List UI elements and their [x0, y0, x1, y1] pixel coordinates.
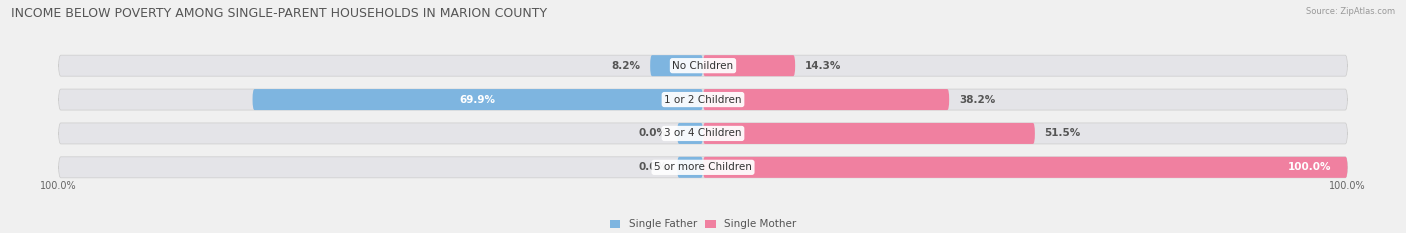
FancyBboxPatch shape: [678, 123, 703, 144]
Text: 100.0%: 100.0%: [41, 181, 77, 191]
Text: 100.0%: 100.0%: [1288, 162, 1331, 172]
Text: 5 or more Children: 5 or more Children: [654, 162, 752, 172]
FancyBboxPatch shape: [703, 55, 796, 76]
Text: 38.2%: 38.2%: [959, 95, 995, 105]
FancyBboxPatch shape: [59, 157, 1347, 178]
Text: 100.0%: 100.0%: [1329, 181, 1365, 191]
Text: Source: ZipAtlas.com: Source: ZipAtlas.com: [1306, 7, 1395, 16]
Text: 1 or 2 Children: 1 or 2 Children: [664, 95, 742, 105]
FancyBboxPatch shape: [703, 157, 1347, 178]
Text: INCOME BELOW POVERTY AMONG SINGLE-PARENT HOUSEHOLDS IN MARION COUNTY: INCOME BELOW POVERTY AMONG SINGLE-PARENT…: [11, 7, 547, 20]
Text: 51.5%: 51.5%: [1045, 128, 1081, 138]
FancyBboxPatch shape: [253, 89, 703, 110]
FancyBboxPatch shape: [59, 123, 1347, 144]
Text: 0.0%: 0.0%: [638, 128, 668, 138]
Text: 69.9%: 69.9%: [460, 95, 496, 105]
Text: 14.3%: 14.3%: [804, 61, 841, 71]
FancyBboxPatch shape: [703, 89, 949, 110]
Text: No Children: No Children: [672, 61, 734, 71]
Text: 3 or 4 Children: 3 or 4 Children: [664, 128, 742, 138]
FancyBboxPatch shape: [650, 55, 703, 76]
FancyBboxPatch shape: [59, 89, 1347, 110]
Legend: Single Father, Single Mother: Single Father, Single Mother: [606, 215, 800, 233]
FancyBboxPatch shape: [703, 123, 1035, 144]
FancyBboxPatch shape: [59, 55, 1347, 76]
Text: 0.0%: 0.0%: [638, 162, 668, 172]
FancyBboxPatch shape: [678, 157, 703, 178]
Text: 8.2%: 8.2%: [612, 61, 641, 71]
